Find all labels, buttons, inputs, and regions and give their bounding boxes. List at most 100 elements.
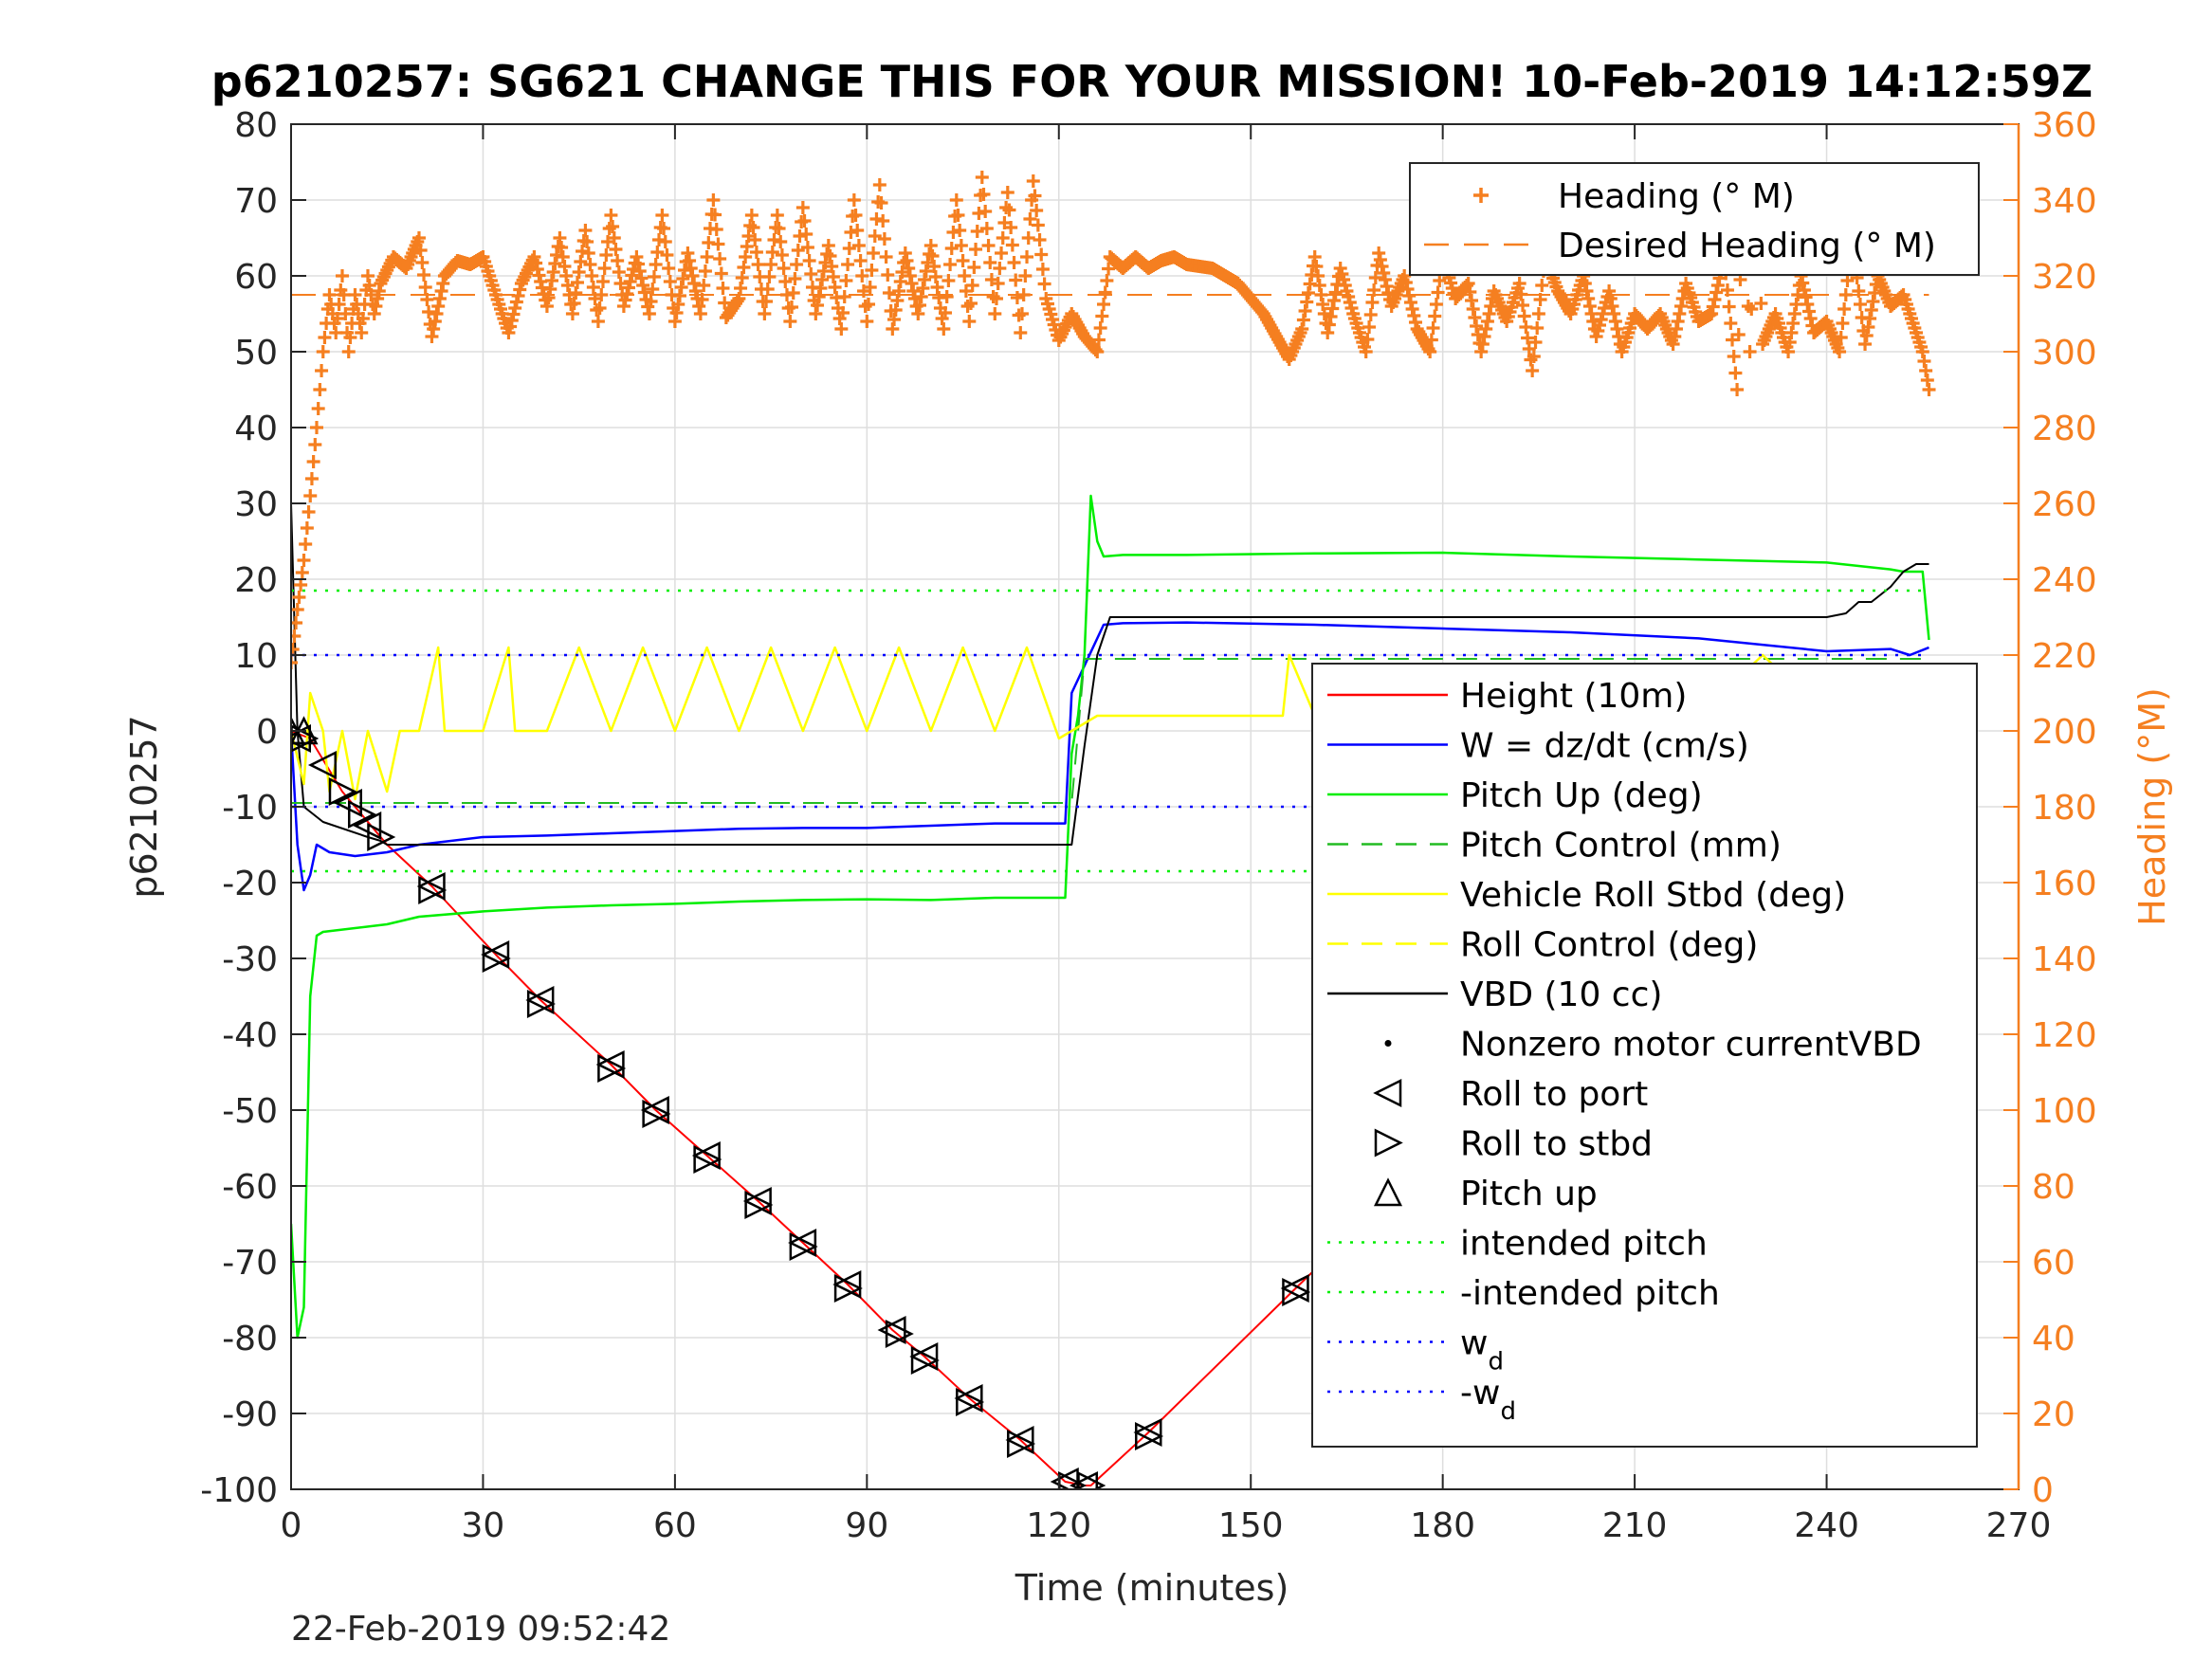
heading-point: [1668, 330, 1682, 343]
heading-point: [1674, 300, 1689, 313]
heading-point: [676, 272, 690, 285]
heading-point: [415, 256, 430, 269]
heading-point: [586, 281, 600, 294]
heading-point: [316, 345, 330, 358]
legend-main-label: Roll to stbd: [1460, 1125, 1653, 1164]
heading-point: [1724, 317, 1738, 330]
heading-point: [1035, 263, 1050, 276]
heading-point: [1362, 320, 1377, 334]
heading-point: [928, 270, 942, 283]
y2-tick-label: 60: [2032, 1244, 2075, 1283]
heading-point: [647, 270, 661, 283]
heading-point: [669, 306, 684, 319]
roll-to-port-marker: [832, 1269, 862, 1300]
heading-point: [671, 298, 686, 311]
heading-point: [553, 231, 567, 245]
heading-point: [1608, 315, 1622, 328]
heading-point: [944, 242, 959, 255]
legend-plus-icon: [1473, 188, 1489, 203]
y-tick-label: 60: [234, 258, 278, 297]
heading-point: [826, 270, 840, 283]
x-tick-label: 0: [281, 1506, 302, 1545]
heading-point: [597, 262, 612, 275]
heading-point: [1673, 307, 1687, 320]
legend-main-entry: Pitch Control (mm): [1327, 827, 1782, 866]
heading-point: [1307, 250, 1322, 264]
heading-point: [1803, 312, 1818, 325]
heading-point: [949, 193, 963, 207]
heading-point: [292, 591, 306, 604]
heading-point: [572, 265, 586, 279]
heading-point: [1919, 364, 1933, 377]
heading-point: [1479, 322, 1493, 336]
heading-point: [923, 239, 938, 252]
heading-point: [1005, 238, 1019, 252]
heading-point: [888, 303, 903, 317]
heading-point: [1517, 309, 1531, 323]
y2-tick-label: 280: [2032, 410, 2097, 448]
y-tick-label: -100: [200, 1471, 278, 1510]
heading-point: [737, 261, 751, 274]
heading-point: [797, 214, 812, 228]
heading-point: [802, 254, 816, 267]
heading-point: [411, 231, 426, 245]
heading-point: [1033, 233, 1047, 246]
heading-point: [1607, 307, 1621, 320]
heading-point: [911, 307, 925, 320]
heading-point: [1709, 285, 1724, 300]
heading-point: [612, 265, 626, 279]
legend-main-label: Roll to port: [1460, 1075, 1648, 1114]
heading-point: [313, 383, 327, 396]
y-tick-label: -60: [222, 1168, 278, 1207]
heading-point: [1799, 290, 1813, 304]
heading-point: [1090, 345, 1105, 358]
roll-to-stbd-marker: [1282, 1277, 1311, 1307]
heading-point: [716, 282, 730, 295]
heading-point: [860, 315, 874, 328]
heading-point: [1088, 343, 1103, 356]
heading-point: [740, 240, 754, 253]
heading-point: [969, 243, 983, 256]
heading-point: [1584, 307, 1599, 320]
heading-point: [306, 455, 320, 468]
heading-point: [681, 246, 695, 260]
roll-to-port-marker: [909, 1341, 939, 1372]
roll-to-port-marker: [691, 1140, 721, 1171]
roll-to-stbd-marker: [642, 1099, 671, 1129]
legend-main-label: Roll Control (deg): [1460, 926, 1758, 965]
heading-point: [422, 305, 436, 319]
heading-point: [660, 248, 674, 262]
heading-point: [527, 250, 541, 264]
heading-point: [1710, 279, 1725, 292]
heading-point: [774, 235, 788, 248]
heading-point: [1298, 304, 1312, 318]
heading-point: [580, 235, 594, 248]
heading-point: [1840, 274, 1855, 287]
legend-main-entry: VBD (10 cc): [1327, 975, 1662, 1014]
heading-point: [996, 231, 1010, 245]
heading-point: [815, 273, 830, 286]
heading-point: [1796, 276, 1810, 290]
heading-point: [1482, 307, 1496, 320]
legend-dot-icon: [1384, 1040, 1392, 1047]
legend-main-label: Nonzero motor currentVBD: [1460, 1026, 1922, 1065]
heading-point: [764, 258, 778, 271]
y-tick-label: 30: [234, 485, 278, 524]
heading-point: [1314, 288, 1328, 301]
heading-point: [898, 246, 912, 260]
heading-point: [788, 272, 802, 285]
heading-point: [1743, 345, 1757, 358]
heading-point: [867, 246, 881, 260]
heading-point: [823, 249, 837, 263]
heading-point: [758, 307, 772, 320]
heading-point: [1475, 337, 1490, 351]
heading-point: [1309, 260, 1324, 273]
y2-tick-label: 320: [2032, 258, 2097, 297]
heading-point: [1311, 269, 1325, 283]
heading-point: [637, 285, 651, 300]
heading-point: [513, 283, 527, 297]
legend-main-label: Vehicle Roll Stbd (deg): [1460, 876, 1846, 915]
heading-point: [938, 306, 952, 319]
heading-point: [585, 269, 599, 283]
y2-tick-label: 180: [2032, 789, 2097, 828]
